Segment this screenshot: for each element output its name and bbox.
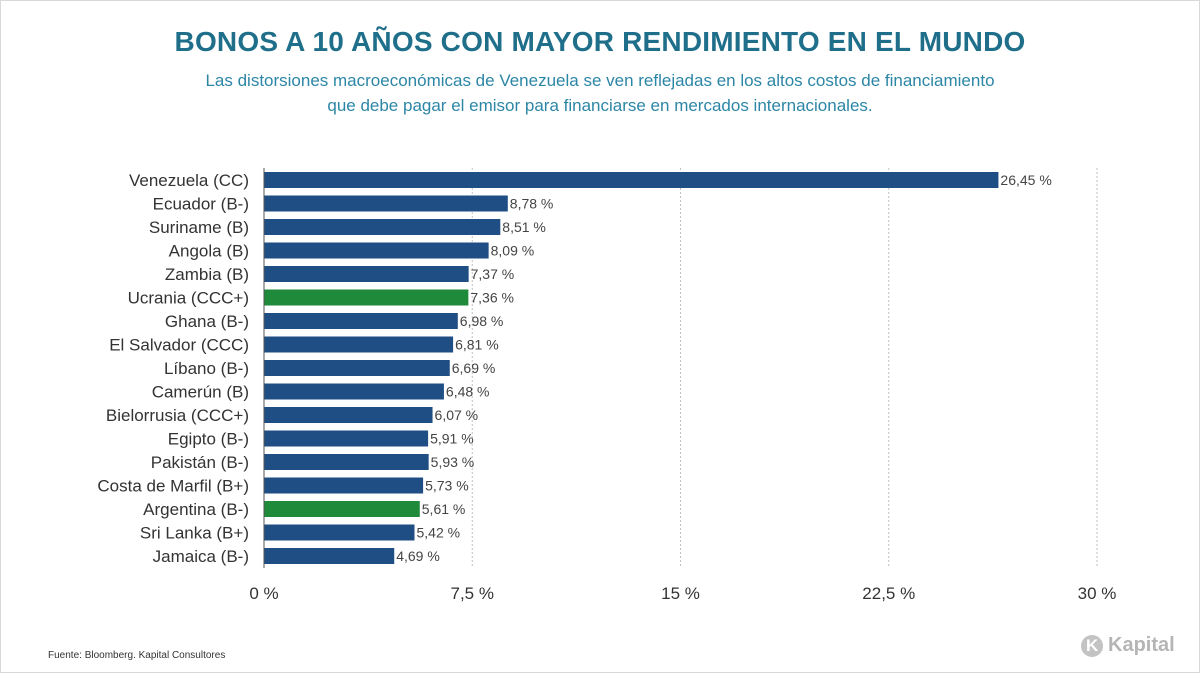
category-label: Bielorrusia (CCC+) — [106, 406, 249, 425]
bar — [264, 313, 458, 329]
chart-subtitle: Las distorsiones macroeconómicas de Vene… — [150, 68, 1050, 118]
source-note: Fuente: Bloomberg. Kapital Consultores — [48, 650, 226, 661]
bar — [264, 524, 415, 541]
value-label: 26,45 % — [1000, 172, 1051, 188]
value-label: 5,61 % — [422, 501, 466, 517]
category-label: Angola (B) — [169, 242, 249, 261]
value-label: 5,93 % — [431, 454, 475, 470]
value-label: 8,78 % — [510, 196, 554, 212]
bar — [264, 383, 444, 400]
value-label: 6,07 % — [435, 407, 479, 423]
category-label: El Salvador (CCC) — [109, 336, 249, 355]
bar — [264, 289, 469, 306]
subtitle-line-2: que debe pagar el emisor para financiars… — [327, 96, 873, 115]
bar — [264, 454, 429, 470]
category-label: Ucrania (CCC+) — [128, 289, 249, 308]
value-label: 7,36 % — [470, 290, 514, 306]
x-tick-label: 7,5 % — [451, 584, 494, 603]
value-label: 8,51 % — [502, 219, 546, 235]
subtitle-line-1: Las distorsiones macroeconómicas de Vene… — [205, 71, 995, 90]
bar — [264, 195, 508, 212]
bar — [264, 172, 999, 188]
x-tick-label: 22,5 % — [862, 584, 915, 603]
bar — [264, 266, 469, 282]
category-label: Sri Lanka (B+) — [140, 524, 249, 543]
category-label: Ecuador (B-) — [153, 195, 249, 214]
x-tick-label: 15 % — [661, 584, 700, 603]
kapital-logo-icon — [1081, 634, 1103, 657]
category-label: Zambia (B) — [165, 265, 249, 284]
value-label: 6,81 % — [455, 337, 499, 353]
category-label: Suriname (B) — [149, 218, 249, 237]
bar — [264, 407, 433, 423]
category-label: Costa de Marfil (B+) — [97, 477, 249, 496]
value-label: 6,98 % — [460, 313, 504, 329]
value-label: 5,42 % — [416, 525, 460, 541]
bar — [264, 430, 429, 447]
value-label: 7,37 % — [471, 266, 515, 282]
category-label: Pakistán (B-) — [151, 453, 249, 472]
kapital-logo: Kapital — [1081, 634, 1175, 657]
bar — [264, 242, 489, 259]
category-label: Egipto (B-) — [168, 430, 249, 449]
category-label: Ghana (B-) — [165, 312, 249, 331]
value-label: 5,91 % — [430, 431, 474, 447]
chart-title: BONOS A 10 AÑOS CON MAYOR RENDIMIENTO EN… — [174, 26, 1026, 57]
value-label: 4,69 % — [396, 548, 440, 564]
bar — [264, 477, 424, 494]
bar — [264, 336, 454, 353]
value-label: 8,09 % — [491, 243, 535, 259]
x-tick-label: 30 % — [1078, 584, 1117, 603]
category-label: Jamaica (B-) — [153, 547, 249, 566]
kapital-logo-text: Kapital — [1108, 634, 1175, 656]
bar — [264, 548, 395, 564]
category-label: Argentina (B-) — [143, 500, 249, 519]
value-label: 5,73 % — [425, 478, 469, 494]
category-label: Venezuela (CC) — [129, 171, 249, 190]
category-label: Líbano (B-) — [164, 359, 249, 378]
bar — [264, 219, 501, 235]
bar — [264, 501, 420, 517]
value-label: 6,69 % — [452, 360, 496, 376]
bar — [264, 360, 450, 376]
value-label: 6,48 % — [446, 384, 490, 400]
x-tick-label: 0 % — [249, 584, 278, 603]
category-label: Camerún (B) — [152, 383, 249, 402]
